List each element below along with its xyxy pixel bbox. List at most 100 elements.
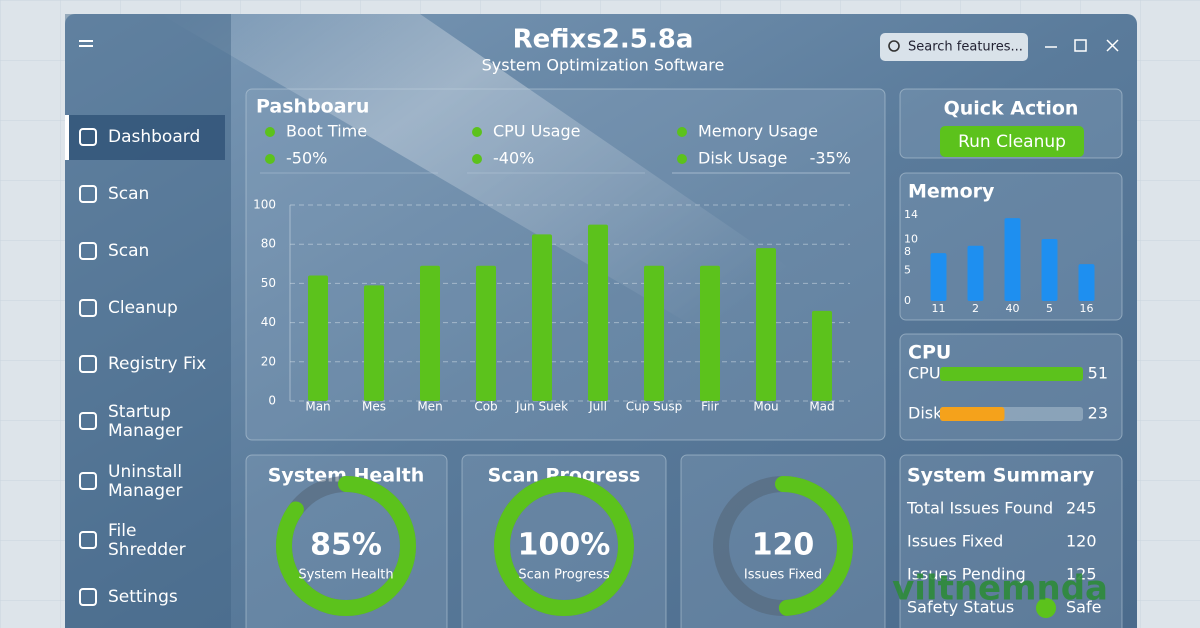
bar (756, 248, 776, 401)
stat-value: -40% (493, 149, 534, 168)
active-indicator (65, 115, 69, 160)
sidebar-active (65, 115, 225, 160)
nav-icon[interactable] (79, 355, 97, 373)
x-tick-label: Mad (809, 400, 834, 414)
x-tick-label: 2 (972, 302, 979, 315)
nav-item[interactable]: Scan (108, 241, 149, 261)
bar (930, 253, 947, 301)
cpu-title: CPU (908, 342, 951, 364)
bar (364, 285, 384, 401)
nav-item[interactable]: Dashboard (108, 127, 200, 147)
stat-dot (472, 127, 482, 137)
gauge-arc (494, 476, 634, 616)
cpu-bar-label: CPU (908, 364, 941, 383)
x-tick-label: 5 (1046, 302, 1053, 315)
nav-item[interactable]: Settings (108, 587, 178, 607)
nav-item[interactable]: Startup Manager (108, 402, 183, 441)
stat-dot (265, 154, 275, 164)
summary-value: 120 (1066, 532, 1097, 551)
y-tick-label: 20 (261, 354, 276, 368)
memory-title: Memory (908, 181, 995, 203)
x-tick-label: 40 (1006, 302, 1020, 315)
bar (420, 265, 440, 401)
x-tick-label: Mes (362, 400, 386, 414)
stat-dot (472, 154, 482, 164)
bar (967, 245, 984, 301)
x-tick-label: Jull (588, 400, 607, 414)
nav-item[interactable]: Uninstall Manager (108, 462, 183, 501)
y-tick-label: 14 (904, 208, 918, 221)
maximize[interactable] (1074, 39, 1087, 52)
nav-item[interactable]: Scan (108, 184, 149, 204)
nav-icon[interactable] (79, 472, 97, 490)
summary-label: Issues Fixed (907, 532, 1003, 551)
bar (308, 275, 328, 401)
x-tick-label: Mou (753, 400, 778, 414)
x-tick-label: Men (417, 400, 442, 414)
summary-title: System Summary (907, 465, 1095, 487)
gauge-value: 85% (310, 528, 382, 563)
x-tick-label: Fiir (701, 400, 719, 414)
close[interactable] (1106, 39, 1119, 52)
nav-item[interactable]: Cleanup (108, 298, 178, 318)
bar (476, 265, 496, 401)
stat-dot (677, 154, 687, 164)
y-tick-label: 40 (261, 315, 276, 329)
x-tick-label: Man (305, 400, 330, 414)
x-tick-label: Cup Susp (626, 400, 683, 414)
nav-icon[interactable] (79, 588, 97, 606)
summary-value: 245 (1066, 499, 1097, 518)
nav-icon[interactable] (79, 242, 97, 260)
x-tick-label: 11 (932, 302, 946, 315)
bar (644, 265, 664, 401)
nav-icon[interactable] (79, 185, 97, 203)
y-tick-label: 10 (904, 233, 918, 246)
cpu-bar (940, 367, 1083, 381)
nav-icon[interactable] (79, 531, 97, 549)
app-title: Refixs2.5.8a (513, 25, 694, 55)
y-tick-label: 5 (904, 263, 911, 276)
search-placeholder[interactable]: Search features... (908, 40, 1023, 55)
bar (532, 234, 552, 401)
stat-dot (677, 127, 687, 137)
nav-icon[interactable] (79, 128, 97, 146)
gauge-caption: Issues Fixed (744, 568, 822, 583)
gauge-arc (276, 476, 416, 616)
bar (1004, 218, 1021, 301)
gauge-arc (713, 476, 853, 616)
cpu-bar-label: Disk (908, 404, 943, 423)
y-tick-label: 0 (268, 394, 276, 408)
x-tick-label: Cob (474, 400, 497, 414)
gauge-value: 120 (752, 528, 815, 563)
nav-icon[interactable] (79, 412, 97, 430)
watermark: viltnemnda (892, 569, 1108, 609)
stat-dot (265, 127, 275, 137)
dashboard-panel (245, 88, 886, 441)
stat-label: CPU Usage (493, 122, 580, 141)
light-beam (160, 14, 880, 330)
nav-icon[interactable] (79, 299, 97, 317)
y-tick-label: 100 (253, 198, 276, 212)
summary-value: 125 (1066, 565, 1097, 584)
stat-value: -35% (810, 149, 851, 168)
y-tick-label: 50 (261, 276, 276, 290)
bar (700, 265, 720, 401)
cpu-bar-value: 23 (1088, 404, 1108, 423)
search-box[interactable] (880, 33, 1028, 61)
bar (812, 310, 832, 401)
nav-item[interactable]: Registry Fix (108, 354, 206, 374)
dashboard-title: Pashboaru (256, 96, 369, 118)
run-cleanup-button[interactable] (940, 126, 1084, 157)
menu-icon[interactable] (79, 40, 93, 47)
stat-label: Memory Usage (698, 122, 818, 141)
app-subtitle: System Optimization Software (482, 56, 725, 75)
summary-panel (899, 454, 1123, 628)
gauge-title: Scan Progress (488, 465, 641, 487)
run-cleanup-label[interactable]: Run Cleanup (958, 132, 1066, 152)
nav-item[interactable]: File Shredder (108, 521, 186, 560)
safe-icon (1036, 598, 1056, 618)
summary-label: Total Issues Found (906, 499, 1053, 518)
summary-label: Issues Pending (907, 565, 1026, 584)
